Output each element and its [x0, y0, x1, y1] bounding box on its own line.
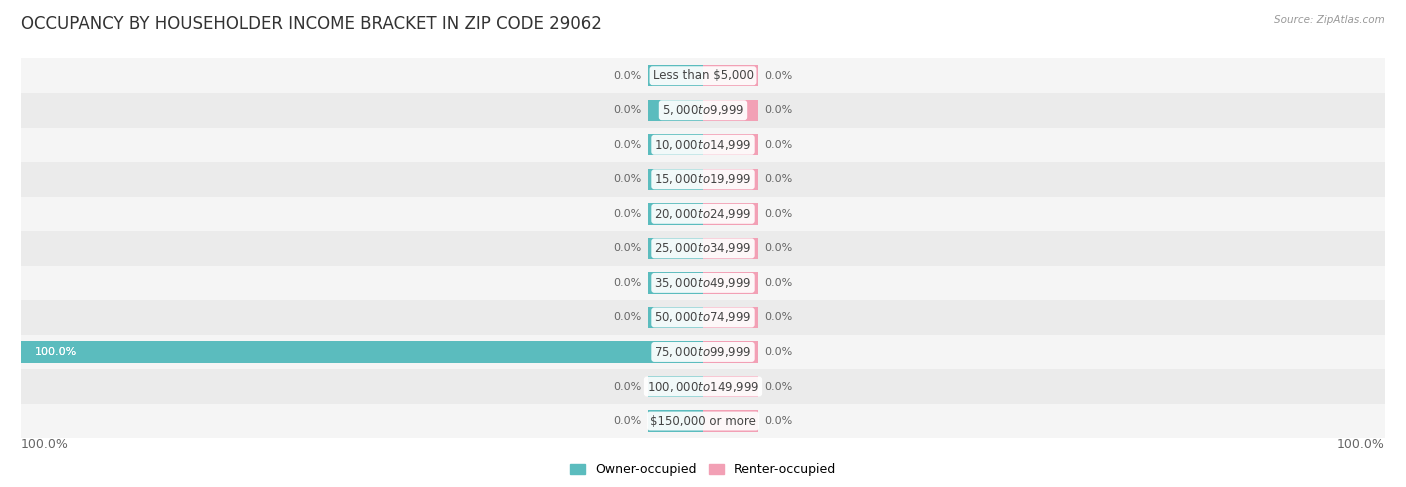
- Bar: [21, 128, 1385, 162]
- Text: 0.0%: 0.0%: [765, 278, 793, 288]
- Text: 0.0%: 0.0%: [613, 174, 641, 184]
- Bar: [21, 369, 1385, 404]
- Bar: [703, 169, 758, 190]
- Bar: [648, 307, 703, 328]
- Text: $25,000 to $34,999: $25,000 to $34,999: [654, 242, 752, 255]
- Bar: [648, 203, 703, 225]
- Bar: [648, 99, 703, 121]
- Text: $15,000 to $19,999: $15,000 to $19,999: [654, 172, 752, 187]
- Bar: [648, 65, 703, 86]
- Text: 0.0%: 0.0%: [613, 140, 641, 150]
- Bar: [648, 169, 703, 190]
- Bar: [21, 231, 1385, 265]
- Bar: [21, 404, 1385, 438]
- Text: $35,000 to $49,999: $35,000 to $49,999: [654, 276, 752, 290]
- Bar: [703, 99, 758, 121]
- Text: Less than $5,000: Less than $5,000: [652, 69, 754, 82]
- Text: $20,000 to $24,999: $20,000 to $24,999: [654, 207, 752, 221]
- Text: 100.0%: 100.0%: [21, 438, 69, 451]
- Bar: [703, 307, 758, 328]
- Text: OCCUPANCY BY HOUSEHOLDER INCOME BRACKET IN ZIP CODE 29062: OCCUPANCY BY HOUSEHOLDER INCOME BRACKET …: [21, 15, 602, 33]
- Text: 0.0%: 0.0%: [613, 209, 641, 219]
- Text: 0.0%: 0.0%: [765, 105, 793, 115]
- Bar: [21, 58, 1385, 93]
- Text: 0.0%: 0.0%: [765, 209, 793, 219]
- Bar: [21, 162, 1385, 197]
- Text: 0.0%: 0.0%: [765, 381, 793, 392]
- Text: $50,000 to $74,999: $50,000 to $74,999: [654, 310, 752, 324]
- Bar: [703, 134, 758, 155]
- Text: $5,000 to $9,999: $5,000 to $9,999: [662, 103, 744, 117]
- Text: 100.0%: 100.0%: [35, 347, 77, 357]
- Text: 0.0%: 0.0%: [613, 278, 641, 288]
- Bar: [648, 272, 703, 294]
- Legend: Owner-occupied, Renter-occupied: Owner-occupied, Renter-occupied: [565, 458, 841, 482]
- Bar: [703, 376, 758, 397]
- Text: 0.0%: 0.0%: [613, 416, 641, 426]
- Text: Source: ZipAtlas.com: Source: ZipAtlas.com: [1274, 15, 1385, 25]
- Text: 0.0%: 0.0%: [765, 71, 793, 81]
- Text: 0.0%: 0.0%: [613, 105, 641, 115]
- Text: 0.0%: 0.0%: [765, 347, 793, 357]
- Text: $150,000 or more: $150,000 or more: [650, 414, 756, 428]
- Text: 0.0%: 0.0%: [613, 244, 641, 253]
- Text: 0.0%: 0.0%: [613, 381, 641, 392]
- Bar: [648, 376, 703, 397]
- Text: $100,000 to $149,999: $100,000 to $149,999: [647, 379, 759, 393]
- Bar: [703, 272, 758, 294]
- Bar: [648, 238, 703, 259]
- Text: 0.0%: 0.0%: [613, 313, 641, 322]
- Bar: [648, 411, 703, 432]
- Bar: [703, 65, 758, 86]
- Text: $75,000 to $99,999: $75,000 to $99,999: [654, 345, 752, 359]
- Text: 0.0%: 0.0%: [765, 140, 793, 150]
- Bar: [703, 203, 758, 225]
- Text: 0.0%: 0.0%: [613, 71, 641, 81]
- Bar: [21, 197, 1385, 231]
- Text: $10,000 to $14,999: $10,000 to $14,999: [654, 138, 752, 152]
- Bar: [21, 341, 703, 363]
- Text: 0.0%: 0.0%: [765, 416, 793, 426]
- Bar: [703, 238, 758, 259]
- Text: 0.0%: 0.0%: [765, 174, 793, 184]
- Bar: [21, 335, 1385, 369]
- Bar: [21, 265, 1385, 300]
- Bar: [21, 300, 1385, 335]
- Text: 0.0%: 0.0%: [765, 244, 793, 253]
- Text: 0.0%: 0.0%: [765, 313, 793, 322]
- Bar: [648, 134, 703, 155]
- Bar: [703, 341, 758, 363]
- Text: 100.0%: 100.0%: [1337, 438, 1385, 451]
- Bar: [703, 411, 758, 432]
- Bar: [21, 93, 1385, 128]
- Text: 100.0%: 100.0%: [35, 347, 77, 357]
